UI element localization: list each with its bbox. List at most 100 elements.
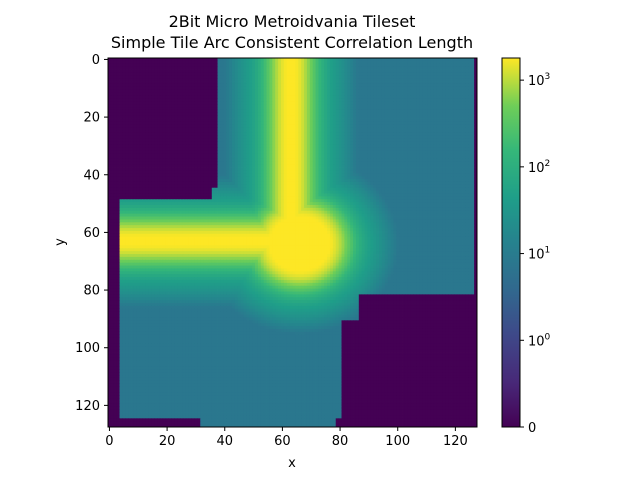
heatmap-cell (390, 124, 394, 128)
heatmap-cell (462, 58, 466, 62)
heatmap-cell (376, 167, 380, 171)
heatmap-cell (194, 107, 198, 111)
heatmap-cell (197, 132, 201, 137)
heatmap-cell (430, 121, 435, 125)
heatmap-cell (396, 86, 400, 91)
heatmap-cell (168, 153, 172, 157)
heatmap-cell (136, 78, 141, 82)
heatmap-cell (430, 164, 435, 168)
heatmap-cell (272, 75, 276, 79)
heatmap-cell (439, 58, 443, 62)
heatmap-cell (459, 81, 463, 85)
heatmap-cell (292, 161, 296, 166)
heatmap-cell (433, 138, 438, 142)
heatmap-cell (304, 69, 308, 73)
heatmap-cell (122, 161, 126, 166)
heatmap-cell (217, 127, 221, 131)
heatmap-cell (344, 86, 348, 91)
heatmap-cell (203, 109, 207, 114)
heatmap-cell (182, 58, 187, 62)
heatmap-cell (442, 112, 446, 117)
heatmap-cell (280, 107, 285, 111)
heatmap-cell (402, 158, 406, 163)
heatmap-cell (410, 153, 414, 157)
heatmap-cell (255, 130, 259, 134)
heatmap-cell (399, 75, 403, 79)
heatmap-cell (188, 161, 192, 166)
heatmap-cell (119, 138, 123, 142)
heatmap-cell (298, 150, 302, 154)
heatmap-cell (353, 115, 357, 119)
heatmap-cell (231, 104, 236, 108)
heatmap-cell (407, 72, 412, 76)
heatmap-cell (255, 132, 259, 137)
heatmap-cell (136, 92, 141, 96)
heatmap-cell (226, 92, 230, 96)
heatmap-cell (295, 60, 299, 65)
heatmap-cell (436, 75, 440, 79)
heatmap-cell (243, 132, 247, 137)
heatmap-cell (269, 109, 273, 114)
heatmap-cell (177, 132, 181, 137)
heatmap-cell (237, 86, 242, 91)
heatmap-cell (133, 156, 138, 160)
heatmap-cell (341, 75, 345, 79)
heatmap-cell (456, 156, 461, 160)
heatmap-cell (286, 135, 291, 140)
heatmap-cell (442, 118, 446, 122)
heatmap-cell (208, 63, 213, 68)
heatmap-cell (177, 144, 181, 148)
heatmap-cell (427, 95, 432, 99)
heatmap-cell (306, 92, 311, 96)
heatmap-cell (197, 124, 201, 128)
heatmap-cell (358, 72, 363, 76)
heatmap-cell (453, 158, 458, 163)
heatmap-cell (168, 164, 172, 168)
heatmap-cell (301, 109, 305, 114)
heatmap-cell (312, 138, 316, 142)
heatmap-cell (355, 144, 360, 148)
heatmap-cell (341, 144, 345, 148)
heatmap-cell (304, 164, 308, 168)
heatmap-cell (240, 89, 244, 93)
heatmap-cell (139, 86, 143, 91)
heatmap-cell (139, 63, 143, 68)
heatmap-cell (203, 98, 207, 102)
heatmap-cell (208, 115, 213, 119)
heatmap-cell (318, 121, 322, 125)
heatmap-cell (136, 86, 141, 91)
heatmap-cell (214, 92, 218, 96)
heatmap-cell (321, 118, 325, 122)
heatmap-cell (283, 83, 288, 88)
heatmap-cell (367, 144, 371, 148)
heatmap-cell (110, 63, 115, 68)
heatmap-cell (177, 95, 181, 99)
heatmap-cell (327, 127, 331, 131)
heatmap-cell (451, 132, 455, 137)
heatmap-cell (387, 135, 391, 140)
heatmap-cell (263, 72, 267, 76)
heatmap-cell (390, 75, 394, 79)
heatmap-cell (315, 127, 319, 131)
heatmap-cell (318, 86, 322, 91)
heatmap-cell (448, 81, 452, 85)
heatmap-cell (390, 138, 394, 142)
heatmap-cell (286, 138, 291, 142)
heatmap-cell (304, 127, 308, 131)
heatmap-cell (278, 138, 282, 142)
heatmap-cell (283, 124, 288, 128)
heatmap-cell (162, 124, 167, 128)
heatmap-cell (243, 72, 247, 76)
heatmap-cell (206, 72, 210, 76)
heatmap-cell (387, 164, 391, 168)
heatmap-cell (344, 135, 348, 140)
heatmap-cell (304, 147, 308, 151)
heatmap-cell (208, 132, 213, 137)
heatmap-cell (217, 147, 221, 151)
heatmap-cell (413, 63, 417, 68)
heatmap-cell (335, 138, 340, 142)
heatmap-cell (197, 63, 201, 68)
heatmap-cell (430, 150, 435, 154)
heatmap-cell (223, 78, 227, 82)
heatmap-cell (240, 72, 244, 76)
